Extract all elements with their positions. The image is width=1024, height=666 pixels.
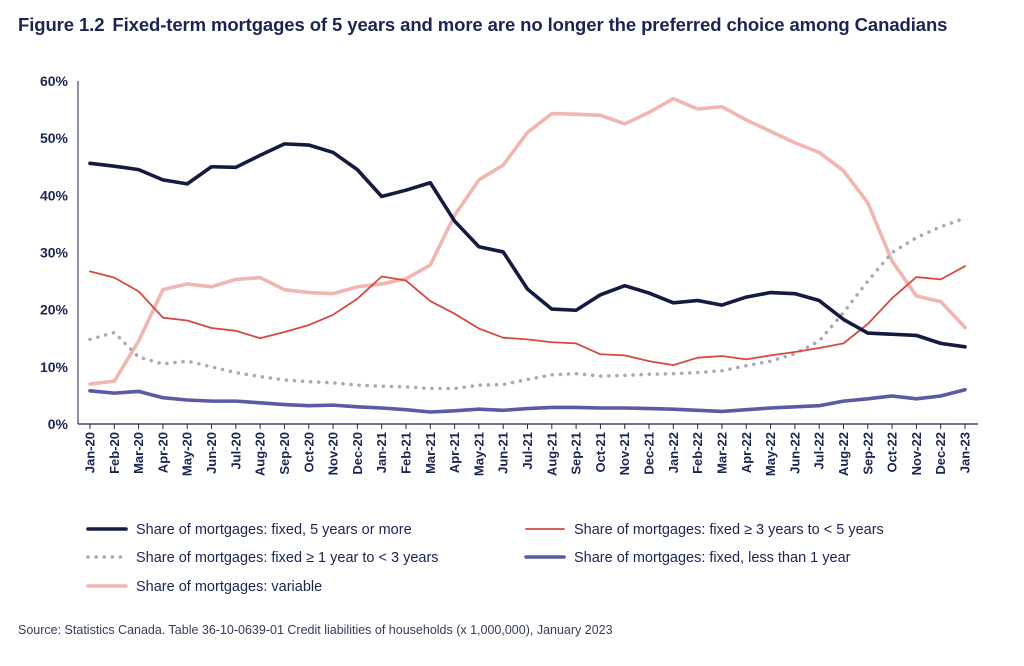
x-tick-label: Sep-21	[569, 432, 584, 475]
x-tick-label: Mar-20	[131, 432, 146, 474]
legend-label: Share of mortgages: fixed ≥ 3 years to <…	[574, 522, 884, 538]
x-tick-label: Nov-22	[909, 432, 924, 475]
x-tick-label: Mar-21	[423, 432, 438, 474]
x-tick-label: Apr-21	[447, 432, 462, 473]
y-tick-label: 0%	[48, 416, 69, 432]
x-tick-label: Feb-21	[398, 432, 413, 474]
x-tick-label: Jul-21	[520, 432, 535, 470]
series-line-2	[88, 216, 967, 391]
legend-label: Share of mortgages: fixed ≥ 1 year to < …	[136, 550, 439, 566]
x-tick-label: Sep-22	[860, 432, 875, 475]
x-tick-label: Aug-20	[253, 432, 268, 476]
legend-label: Share of mortgages: variable	[136, 579, 322, 595]
figure-title-text: Fixed-term mortgages of 5 years and more…	[112, 14, 948, 35]
series-line-0	[88, 142, 967, 349]
x-tick-label: Dec-20	[350, 432, 365, 475]
x-axis: Jan-20 Feb-20 Mar-20 Apr-20 May-20 Jun-20 Jul-…	[78, 423, 978, 476]
x-tick-label: Jun-21	[496, 432, 511, 474]
x-tick-label: Apr-22	[739, 432, 754, 473]
y-tick-label: 60%	[40, 73, 69, 89]
legend-item: Share of mortgages: variable	[86, 579, 322, 595]
x-tick-label: Dec-22	[933, 432, 948, 475]
y-axis: 0% 10% 20% 30% 40% 50% 60%	[40, 73, 79, 432]
x-tick-label: Feb-20	[107, 432, 122, 474]
y-tick-label: 20%	[40, 302, 69, 318]
legend-item: Share of mortgages: fixed, less than 1 y…	[524, 550, 851, 566]
y-tick-label: 30%	[40, 245, 69, 261]
series-line-1	[89, 265, 966, 367]
x-tick-label: Jan-20	[83, 432, 98, 473]
x-tick-label: Mar-22	[714, 432, 729, 474]
series-line-3	[88, 387, 967, 414]
x-tick-label: Feb-22	[690, 432, 705, 474]
series-layer	[88, 96, 967, 414]
x-tick-label: Apr-20	[155, 432, 170, 473]
series-line-4	[88, 96, 967, 386]
x-tick-label: Jun-22	[787, 432, 802, 474]
x-tick-label: Jan-22	[666, 432, 681, 473]
x-tick-label: May-20	[180, 432, 195, 476]
x-tick-label: Jul-20	[228, 432, 243, 470]
x-tick-label: Dec-21	[642, 432, 657, 475]
x-tick-label: Sep-20	[277, 432, 292, 475]
x-tick-label: Oct-20	[301, 432, 316, 472]
x-tick-label: Oct-21	[593, 432, 608, 472]
x-tick-label: Nov-20	[326, 432, 341, 475]
x-tick-label: May-21	[471, 432, 486, 476]
source-note: Source: Statistics Canada. Table 36-10-0…	[18, 623, 613, 637]
x-tick-label: Aug-22	[836, 432, 851, 476]
x-tick-label: Jan-23	[958, 432, 973, 473]
legend-item: Share of mortgages: fixed ≥ 1 year to < …	[86, 550, 439, 566]
legend-item: Share of mortgages: fixed ≥ 3 years to <…	[525, 522, 884, 538]
x-tick-label: Nov-21	[617, 432, 632, 475]
legend-label: Share of mortgages: fixed, 5 years or mo…	[136, 522, 412, 538]
legend-item: Share of mortgages: fixed, 5 years or mo…	[86, 522, 412, 538]
x-tick-label: Jun-20	[204, 432, 219, 474]
y-tick-label: 10%	[40, 359, 69, 375]
legend-label: Share of mortgages: fixed, less than 1 y…	[574, 550, 851, 566]
chart-title: Figure 1.2 Fixed-term mortgages of 5 year…	[18, 14, 947, 36]
y-tick-label: 40%	[40, 187, 69, 203]
x-tick-label: Jul-22	[812, 432, 827, 470]
x-tick-label: Aug-21	[544, 432, 559, 476]
x-tick-label: Jan-21	[374, 432, 389, 473]
line-chart: 0% 10% 20% 30% 40% 50% 60% Jan-20 Feb-20 Mar-20 A…	[40, 73, 978, 595]
legend: Share of mortgages: fixed, 5 years or mo…	[86, 522, 884, 595]
y-tick-label: 50%	[40, 130, 69, 146]
figure-number: Figure 1.2	[18, 14, 105, 35]
x-tick-label: May-22	[763, 432, 778, 476]
x-tick-label: Oct-22	[885, 432, 900, 472]
